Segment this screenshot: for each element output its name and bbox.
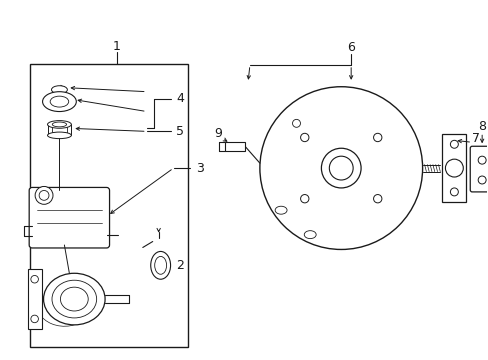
Ellipse shape bbox=[52, 122, 66, 127]
Circle shape bbox=[300, 194, 308, 203]
Bar bbox=[30, 64, 188, 347]
Circle shape bbox=[39, 190, 49, 200]
Circle shape bbox=[477, 176, 485, 184]
Circle shape bbox=[328, 156, 352, 180]
Ellipse shape bbox=[42, 92, 76, 112]
Ellipse shape bbox=[47, 121, 71, 128]
Text: 4: 4 bbox=[176, 92, 184, 105]
Text: 2: 2 bbox=[176, 259, 184, 272]
Ellipse shape bbox=[51, 86, 67, 94]
Text: 1: 1 bbox=[113, 40, 121, 53]
Ellipse shape bbox=[47, 132, 71, 139]
Circle shape bbox=[321, 148, 360, 188]
Bar bbox=[28, 269, 41, 329]
Circle shape bbox=[31, 275, 39, 283]
Circle shape bbox=[449, 140, 457, 148]
Bar bbox=[442, 134, 466, 202]
FancyBboxPatch shape bbox=[469, 146, 488, 192]
Bar bbox=[224, 142, 244, 151]
FancyBboxPatch shape bbox=[29, 188, 109, 248]
Circle shape bbox=[300, 133, 308, 141]
Ellipse shape bbox=[304, 231, 316, 239]
Text: 6: 6 bbox=[346, 41, 354, 54]
Circle shape bbox=[373, 133, 381, 141]
Circle shape bbox=[35, 186, 53, 204]
Text: 3: 3 bbox=[196, 162, 204, 175]
Ellipse shape bbox=[150, 251, 170, 279]
Text: 7: 7 bbox=[471, 132, 479, 145]
Text: 8: 8 bbox=[477, 120, 485, 133]
Ellipse shape bbox=[52, 280, 97, 318]
Ellipse shape bbox=[275, 206, 286, 214]
Circle shape bbox=[477, 156, 485, 164]
Circle shape bbox=[292, 120, 300, 127]
Ellipse shape bbox=[61, 287, 88, 311]
Ellipse shape bbox=[154, 256, 166, 274]
Circle shape bbox=[449, 188, 457, 196]
Circle shape bbox=[259, 87, 422, 249]
Text: 9: 9 bbox=[214, 127, 222, 140]
Circle shape bbox=[445, 159, 462, 177]
Text: 5: 5 bbox=[176, 125, 184, 138]
Ellipse shape bbox=[50, 96, 69, 107]
Circle shape bbox=[373, 194, 381, 203]
Ellipse shape bbox=[43, 273, 105, 325]
Circle shape bbox=[31, 315, 39, 323]
